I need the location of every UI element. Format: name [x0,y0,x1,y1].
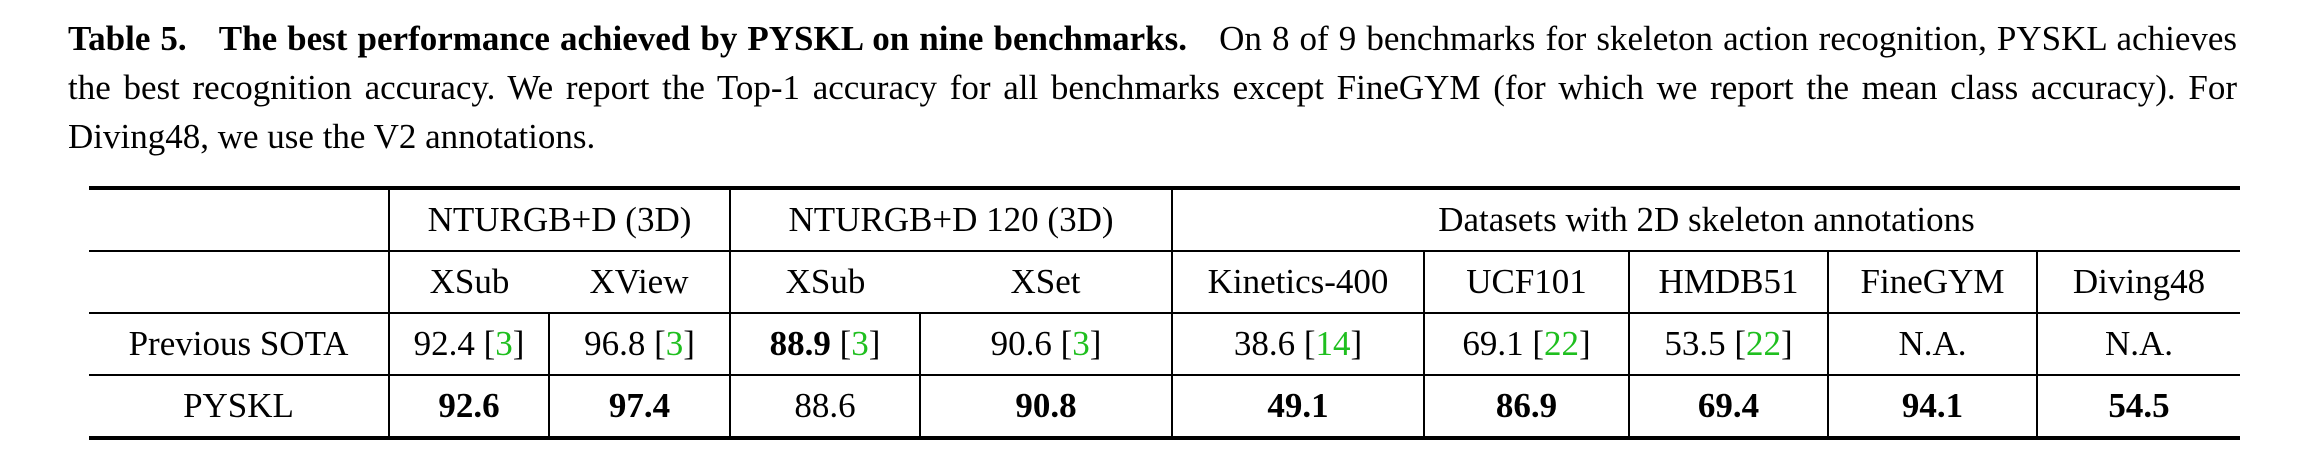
empty-cell [89,186,390,252]
column-header: Diving48 [2036,250,2240,314]
cell: 88.6 [729,374,921,440]
cell-value: 86.9 [1495,386,1558,425]
cell: 88.9 [3] [729,312,921,376]
column-header: Kinetics-400 [1171,250,1425,314]
cell-value: 92.4 [413,324,475,363]
cell-value: 49.1 [1267,386,1329,425]
citation: [22] [1734,324,1793,363]
caption-title: The best performance achieved by PYSKL o… [218,19,1188,58]
column-header: XSet [920,250,1173,314]
cell: 69.4 [1628,374,1829,440]
citation: [14] [1303,324,1363,363]
cell-value: 88.6 [794,386,856,425]
cell-value: 97.4 [608,386,671,425]
group-header: Datasets with 2D skeleton annotations [1171,186,2240,252]
row-label: Previous SOTA [89,312,390,376]
cell-value: 90.6 [990,324,1052,363]
cell-value: 88.9 [769,324,831,363]
citation: [3] [839,324,881,363]
cell-value: 69.4 [1697,386,1760,425]
cell: 49.1 [1171,374,1425,440]
results-table: NTURGB+D (3D) NTURGB+D 120 (3D) Datasets w… [89,186,2240,440]
cell-value: 53.5 [1664,324,1726,363]
cell-value: 94.1 [1901,386,1964,425]
cell-value: 54.5 [2108,386,2170,425]
data-row: PYSKL 92.6 97.4 88.6 90.8 49.1 86.9 69.4 94.1 54.… [89,374,2240,440]
cell: 92.4 [3] [388,312,550,376]
group-header: NTURGB+D 120 (3D) [729,186,1173,252]
empty-cell [89,250,390,314]
group-header: NTURGB+D (3D) [388,186,731,252]
header-row: NTURGB+D (3D) NTURGB+D 120 (3D) Datasets w… [89,186,2240,252]
data-row: Previous SOTA 92.4 [3] 96.8 [3] 88.9 [3] 90.… [89,312,2240,376]
cell: 92.6 [388,374,550,440]
cell: 54.5 [2036,374,2240,440]
cell: 53.5 [22] [1628,312,1829,376]
caption-label: Table 5. [68,19,187,58]
cell-value: N.A. [1898,324,1967,363]
cell: 90.8 [919,374,1173,440]
cell: 90.6 [3] [919,312,1173,376]
cell: 94.1 [1827,374,2038,440]
column-header: XSub [729,250,920,314]
cell: 97.4 [548,374,731,440]
cell-value: 96.8 [584,324,646,363]
cell-value: N.A. [2104,324,2174,363]
citation: [3] [1060,324,1102,363]
cell: 69.1 [22] [1423,312,1630,376]
column-header: HMDB51 [1628,250,1829,314]
citation: [3] [483,324,525,363]
header-row: XSub XView XSub XSet Kinetics-400 UCF101 HMDB5… [89,250,2240,314]
cell-value: 90.8 [1015,386,1077,425]
cell-value: 92.6 [438,386,500,425]
cell: N.A. [2036,312,2240,376]
cell: 38.6 [14] [1171,312,1425,376]
column-header: UCF101 [1423,250,1630,314]
citation: [22] [1532,324,1591,363]
cell-value: 38.6 [1233,324,1296,363]
column-header: FineGYM [1827,250,2038,314]
column-header: XSub [388,250,549,314]
caption-text: On 8 of 9 benchmarks for skeleton action… [68,19,2238,156]
column-header: XView [549,250,731,314]
citation: [3] [654,324,695,363]
row-label: PYSKL [89,374,390,440]
cell: N.A. [1827,312,2038,376]
cell-value: 69.1 [1462,324,1524,363]
cell: 96.8 [3] [548,312,731,376]
cell: 86.9 [1423,374,1630,440]
caption: Table 5. The best performance achieved b… [68,14,2237,161]
